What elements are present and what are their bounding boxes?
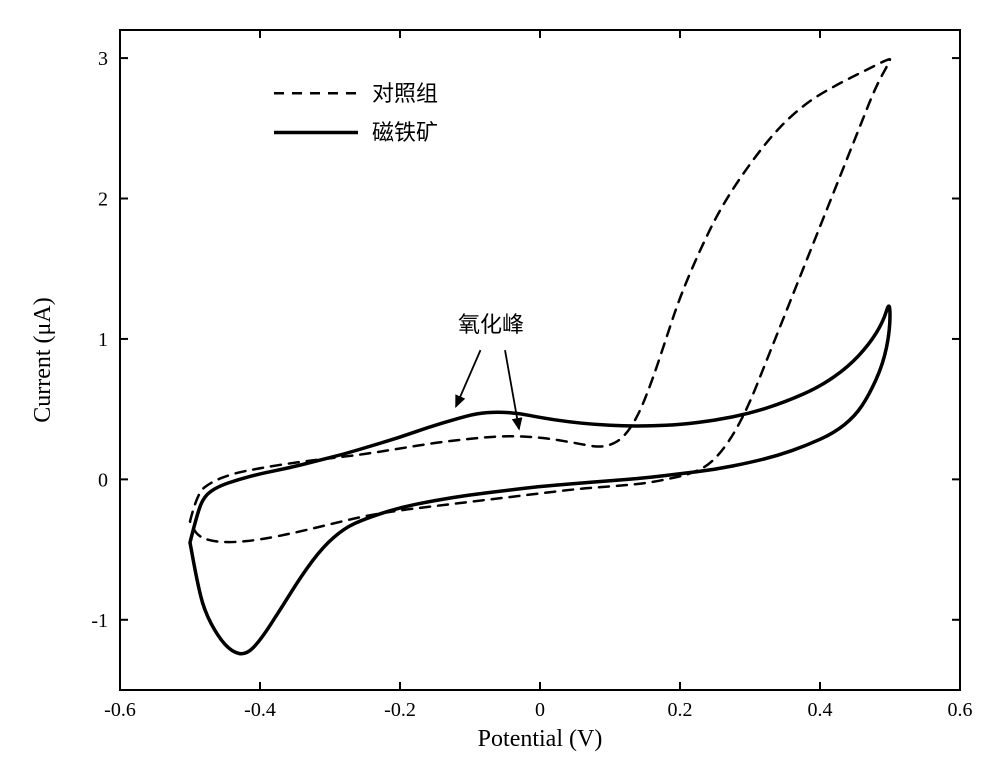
x-tick-label: -0.6 xyxy=(104,699,136,721)
x-tick-label: 0.2 xyxy=(668,699,693,721)
chart-svg: -0.6 -0.4 -0.2 0 0.2 0.4 0.6 -1 0 1 2 3 Potential (V… xyxy=(0,0,1000,774)
y-tick-label: 1 xyxy=(98,329,108,351)
x-tick-label: -0.4 xyxy=(244,699,276,721)
y-tick-label: 0 xyxy=(98,469,108,491)
y-tick-label: 3 xyxy=(98,48,108,70)
x-axis-label: Potential (V) xyxy=(478,726,603,752)
legend-label: 对照组 xyxy=(372,81,438,106)
x-tick-label: -0.2 xyxy=(384,699,416,721)
y-tick-label: 2 xyxy=(98,189,108,211)
x-tick-label: 0.6 xyxy=(948,699,973,721)
legend-label: 磁铁矿 xyxy=(372,120,438,145)
cv-chart: -0.6 -0.4 -0.2 0 0.2 0.4 0.6 -1 0 1 2 3 Potential (V… xyxy=(0,0,1000,774)
x-tick-label: 0 xyxy=(535,699,545,721)
y-axis-label: Current (μA) xyxy=(30,297,56,423)
y-tick-label: -1 xyxy=(91,610,108,632)
annotation-label: 氧化峰 xyxy=(458,312,524,337)
x-tick-label: 0.4 xyxy=(808,699,833,721)
